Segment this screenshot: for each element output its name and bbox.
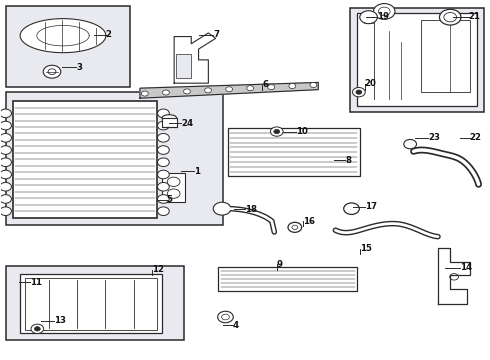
Circle shape [289,84,296,89]
Text: 2: 2 [106,30,112,39]
Circle shape [356,90,362,94]
Polygon shape [140,82,318,98]
Text: 21: 21 [469,12,481,21]
Circle shape [288,222,302,232]
Circle shape [0,146,11,154]
Circle shape [158,121,169,130]
Circle shape [158,195,169,203]
Bar [218,267,357,291]
Circle shape [158,183,169,191]
Circle shape [0,158,11,167]
Circle shape [184,89,191,94]
Bar [25,278,157,330]
Bar [5,266,184,339]
Circle shape [205,88,212,93]
Circle shape [167,177,180,186]
Text: 9: 9 [277,260,283,269]
Bar [5,6,130,87]
Circle shape [163,90,170,95]
Text: 13: 13 [54,316,67,325]
Polygon shape [174,33,216,83]
Circle shape [158,170,169,179]
Text: 11: 11 [30,278,42,287]
Ellipse shape [162,115,176,121]
Text: 20: 20 [365,80,377,89]
Text: 6: 6 [262,81,268,90]
Circle shape [226,87,233,92]
Circle shape [221,314,229,320]
Bar [162,118,176,127]
Text: 24: 24 [181,119,194,128]
Text: 8: 8 [345,156,351,165]
Bar [421,21,470,92]
Circle shape [158,207,169,216]
Circle shape [343,203,359,215]
Circle shape [158,134,169,142]
Text: 3: 3 [76,63,82,72]
Circle shape [0,195,11,203]
Circle shape [43,65,61,78]
Circle shape [0,183,11,191]
Text: 15: 15 [360,244,372,253]
Bar [162,173,185,202]
Text: 4: 4 [233,321,239,330]
Text: 5: 5 [167,195,172,204]
Circle shape [34,327,40,331]
Circle shape [158,146,169,154]
Polygon shape [439,248,470,304]
Bar [13,101,157,218]
Bar [20,274,162,333]
Circle shape [167,189,180,198]
Circle shape [158,109,169,118]
Text: 10: 10 [296,127,308,136]
Circle shape [218,311,233,323]
Text: 7: 7 [213,30,220,39]
Circle shape [360,11,377,24]
Circle shape [31,324,44,333]
Circle shape [373,4,395,19]
Text: 18: 18 [245,205,257,214]
Text: 1: 1 [194,167,200,176]
Text: 19: 19 [377,12,389,21]
Circle shape [0,170,11,179]
Circle shape [142,91,148,96]
Bar [357,13,477,107]
Text: 22: 22 [470,133,482,142]
Polygon shape [20,19,106,53]
Bar [228,128,360,176]
Bar [5,92,223,225]
Text: 16: 16 [303,217,315,226]
Text: 23: 23 [428,133,440,142]
Circle shape [0,134,11,142]
Text: 17: 17 [365,202,377,211]
Circle shape [352,87,365,97]
Circle shape [0,109,11,118]
Bar [350,8,485,112]
Circle shape [292,225,298,229]
Circle shape [450,274,459,280]
Circle shape [404,139,416,149]
Circle shape [0,207,11,216]
Circle shape [247,86,254,91]
Circle shape [213,202,231,215]
Circle shape [440,9,461,25]
Circle shape [158,158,169,167]
Circle shape [48,69,56,75]
Text: 12: 12 [152,265,164,274]
Text: 14: 14 [460,264,472,273]
Circle shape [310,82,317,87]
Circle shape [270,127,283,136]
Circle shape [444,13,457,22]
Bar [176,54,191,78]
Circle shape [274,130,280,134]
Circle shape [378,7,390,16]
Circle shape [0,121,11,130]
Circle shape [268,85,275,90]
